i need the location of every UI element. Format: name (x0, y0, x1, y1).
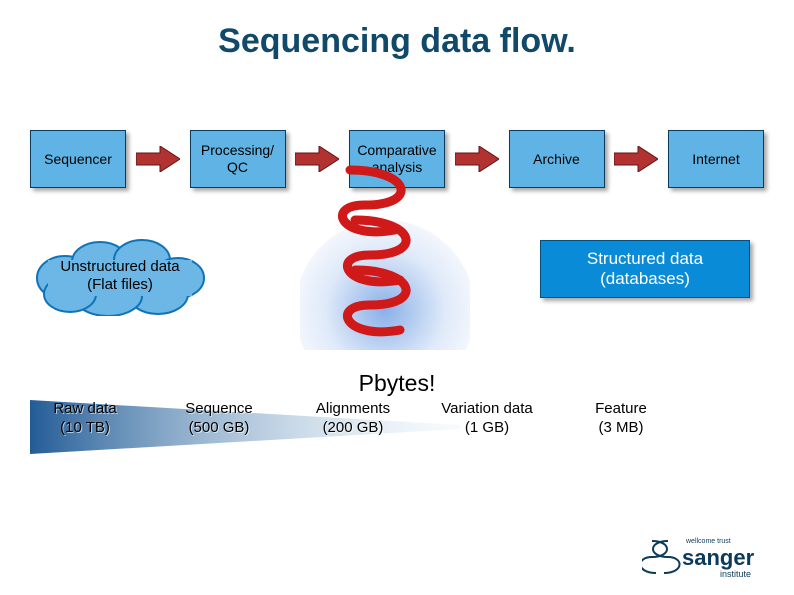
flow-box-label: Processing/QC (201, 142, 274, 176)
sanger-logo: wellcome trust sanger institute (642, 533, 772, 581)
swirl-graphic (300, 150, 470, 350)
data-size-feature: Feature (3 MB) (566, 400, 676, 438)
arrow-icon (614, 146, 658, 172)
structured-box: Structured data(databases) (540, 240, 750, 298)
flow-box-archive: Archive (509, 130, 605, 188)
data-size-value: (10 TB) (30, 419, 140, 438)
data-size-value: (3 MB) (566, 419, 676, 438)
data-size-alignments: Alignments (200 GB) (298, 400, 408, 438)
flow-box-label: Archive (533, 151, 580, 168)
page-title: Sequencing data flow. (0, 0, 794, 61)
data-size-label: Variation data (432, 400, 542, 419)
data-size-raw: Raw data (10 TB) (30, 400, 140, 438)
data-size-label: Alignments (298, 400, 408, 419)
data-size-value: (200 GB) (298, 419, 408, 438)
data-size-label: Raw data (30, 400, 140, 419)
pbytes-label: Pbytes! (0, 370, 794, 397)
flow-box-internet: Internet (668, 130, 764, 188)
logo-sub-text: institute (720, 569, 751, 579)
logo-main-text: sanger (682, 545, 755, 570)
data-size-value: (1 GB) (432, 419, 542, 438)
structured-label: Structured data(databases) (587, 249, 703, 290)
cloud-label: Unstructured data(Flat files) (30, 238, 210, 294)
flow-box-label: Sequencer (44, 151, 112, 168)
data-size-label: Feature (566, 400, 676, 419)
data-size-variation: Variation data (1 GB) (432, 400, 542, 438)
data-size-label: Sequence (164, 400, 274, 419)
data-size-value: (500 GB) (164, 419, 274, 438)
cloud-unstructured: Unstructured data(Flat files) (30, 238, 210, 316)
data-size-row: Raw data (10 TB) Sequence (500 GB) Align… (30, 400, 676, 438)
flow-box-label: Internet (692, 151, 739, 168)
flow-box-processing: Processing/QC (190, 130, 286, 188)
data-size-sequence: Sequence (500 GB) (164, 400, 274, 438)
arrow-icon (136, 146, 180, 172)
logo-top-text: wellcome trust (685, 538, 731, 545)
flow-box-sequencer: Sequencer (30, 130, 126, 188)
